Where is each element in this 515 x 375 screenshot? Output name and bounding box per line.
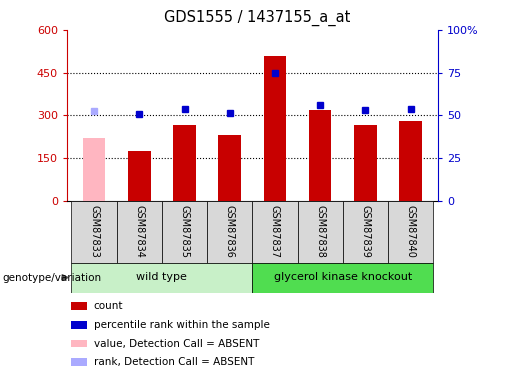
Bar (162, 201, 207, 262)
Bar (354, 125, 376, 201)
Bar (252, 201, 298, 262)
Bar (72, 262, 252, 292)
Bar (207, 201, 252, 262)
Bar (218, 135, 241, 201)
Text: rank, Detection Call = ABSENT: rank, Detection Call = ABSENT (94, 357, 254, 368)
Bar (309, 110, 332, 201)
Bar (128, 151, 150, 201)
Text: GSM87839: GSM87839 (360, 205, 370, 258)
Bar (388, 201, 433, 262)
Bar (72, 321, 87, 328)
Bar (252, 262, 433, 292)
Text: glycerol kinase knockout: glycerol kinase knockout (273, 273, 412, 282)
Text: GDS1555 / 1437155_a_at: GDS1555 / 1437155_a_at (164, 9, 351, 26)
Bar (173, 125, 196, 201)
Bar (83, 138, 106, 201)
Text: value, Detection Call = ABSENT: value, Detection Call = ABSENT (94, 339, 259, 348)
Text: genotype/variation: genotype/variation (3, 273, 101, 283)
Bar (117, 201, 162, 262)
Text: GSM87838: GSM87838 (315, 205, 325, 258)
Bar (72, 358, 87, 366)
Bar (399, 121, 422, 201)
Bar (264, 56, 286, 201)
Bar (298, 201, 343, 262)
Bar (343, 201, 388, 262)
Text: GSM87840: GSM87840 (406, 205, 416, 258)
Text: GSM87836: GSM87836 (225, 205, 235, 258)
Bar (72, 302, 87, 310)
Text: wild type: wild type (136, 273, 187, 282)
Bar (72, 340, 87, 347)
Text: GSM87834: GSM87834 (134, 205, 144, 258)
Text: percentile rank within the sample: percentile rank within the sample (94, 320, 270, 330)
Bar (72, 201, 117, 262)
Text: GSM87835: GSM87835 (180, 205, 190, 258)
Text: GSM87837: GSM87837 (270, 205, 280, 258)
Text: count: count (94, 301, 123, 311)
Text: GSM87833: GSM87833 (89, 205, 99, 258)
